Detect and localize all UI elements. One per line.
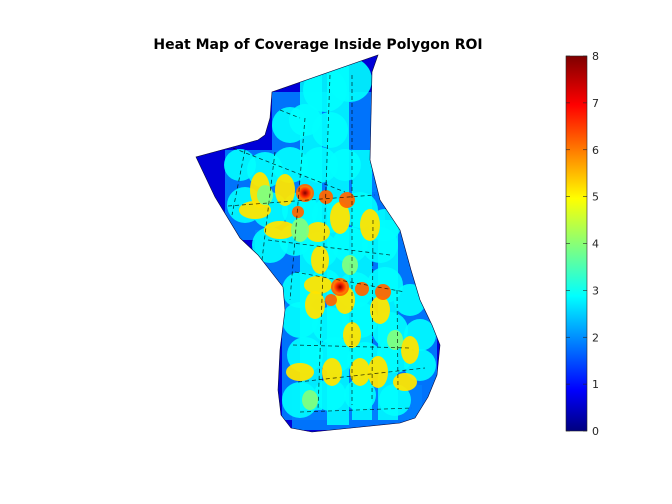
sensor-footprint bbox=[314, 379, 346, 411]
colorbar-tick-label: 3 bbox=[592, 284, 599, 297]
overlap-region bbox=[302, 390, 318, 410]
sensor-path bbox=[292, 344, 411, 349]
overlap-region bbox=[291, 218, 309, 242]
sensor-path bbox=[396, 289, 399, 391]
overlap-region bbox=[360, 209, 380, 241]
sensor-path bbox=[299, 407, 413, 413]
colorbar-tick-label: 0 bbox=[592, 425, 599, 438]
chart-title: Heat Map of Coverage Inside Polygon ROI bbox=[153, 37, 482, 53]
overlap-region bbox=[275, 174, 295, 206]
overlap-region bbox=[286, 363, 314, 381]
colorbar-tick-label: 7 bbox=[592, 97, 599, 110]
overlap-region bbox=[264, 221, 296, 239]
overlap-region bbox=[239, 201, 271, 219]
sensor-path bbox=[227, 194, 376, 207]
overlap-region bbox=[305, 291, 325, 319]
sensor-footprint bbox=[344, 379, 376, 411]
colorbar-tick-label: 4 bbox=[592, 238, 599, 251]
hot-spot bbox=[292, 206, 304, 218]
overlap-region bbox=[304, 276, 332, 294]
sensor-path bbox=[289, 117, 306, 301]
sensor-footprint bbox=[379, 384, 411, 416]
overlap-region bbox=[322, 358, 342, 386]
overlap-region bbox=[393, 373, 417, 391]
overlap-region bbox=[330, 202, 350, 234]
coverage-heatmap bbox=[196, 55, 440, 432]
colorbar-tick-label: 1 bbox=[592, 378, 599, 391]
sensor-footprint bbox=[332, 227, 368, 263]
overlap-region bbox=[342, 255, 358, 275]
colorbar-tick-label: 6 bbox=[592, 144, 599, 157]
overlap-region bbox=[350, 358, 370, 386]
hot-spot bbox=[355, 282, 369, 296]
overlap-region bbox=[387, 330, 403, 350]
hot-spot bbox=[325, 294, 337, 306]
colorbar-tick-label: 5 bbox=[592, 191, 599, 204]
colorbar: 0 1 2 3 4 5 6 7 8 bbox=[565, 50, 599, 438]
roi-polygon-outline bbox=[195, 54, 441, 433]
sensor-path bbox=[371, 219, 374, 401]
sensor-footprint bbox=[394, 284, 426, 316]
hot-spot bbox=[339, 192, 355, 208]
peak-coverage bbox=[298, 186, 312, 200]
colorbar-tick-label: 8 bbox=[592, 50, 599, 63]
hot-spot bbox=[375, 284, 391, 300]
peak-coverage bbox=[333, 280, 347, 294]
overlap-region bbox=[368, 356, 388, 388]
overlap-region bbox=[401, 336, 419, 364]
overlap-region bbox=[257, 185, 273, 205]
colorbar-tick-label: 2 bbox=[592, 331, 599, 344]
overlap-region bbox=[370, 296, 390, 324]
overlap-region bbox=[306, 222, 330, 242]
sensor-path bbox=[279, 109, 301, 119]
overlap-region bbox=[311, 246, 329, 274]
sensor-footprint bbox=[312, 112, 348, 148]
sensor-path bbox=[232, 147, 346, 193]
sensor-path bbox=[294, 271, 406, 293]
sensor-footprint bbox=[302, 147, 338, 183]
sensor-footprint bbox=[328, 58, 372, 102]
sensor-footprint bbox=[329, 149, 361, 181]
